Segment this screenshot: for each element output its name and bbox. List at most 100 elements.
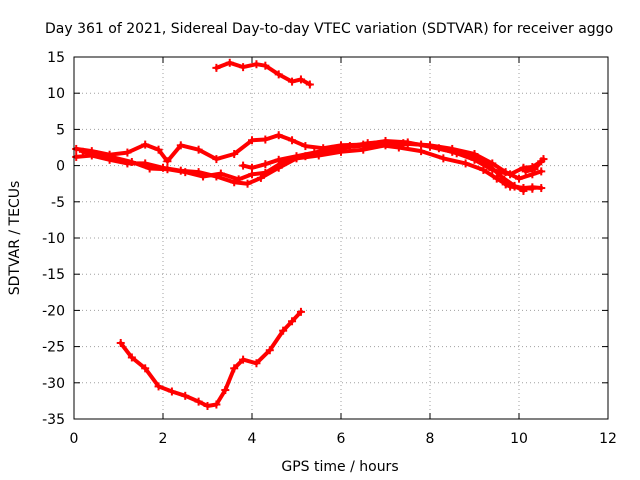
data-point	[530, 165, 539, 174]
x-tick-label: 2	[159, 431, 168, 447]
data-point	[154, 145, 163, 154]
data-point	[345, 142, 354, 151]
data-point	[265, 346, 274, 355]
data-point	[123, 148, 132, 157]
data-point	[163, 157, 172, 166]
data-point	[212, 63, 221, 72]
data-point	[230, 150, 239, 159]
data-point	[274, 70, 283, 79]
data-point	[328, 144, 337, 153]
data-point	[116, 338, 125, 347]
data-point	[274, 131, 283, 140]
data-point	[310, 148, 319, 157]
data-point	[261, 61, 270, 70]
x-tick-label: 4	[248, 431, 257, 447]
data-point	[72, 152, 81, 161]
data-point	[519, 184, 528, 193]
y-tick-label: -35	[42, 412, 65, 428]
x-tick-label: 12	[599, 431, 617, 447]
y-tick-label: 0	[56, 159, 65, 175]
data-point	[452, 149, 461, 158]
data-point	[141, 364, 150, 373]
data-point	[288, 317, 297, 326]
y-tick-label: 15	[47, 50, 65, 66]
data-point	[539, 155, 548, 164]
y-tick-label: -25	[42, 340, 65, 356]
data-point	[470, 155, 479, 164]
data-point	[110, 153, 119, 162]
series-arc-b	[116, 307, 305, 410]
data-point	[537, 167, 546, 176]
y-tick-label: -10	[42, 231, 65, 247]
data-point	[274, 155, 283, 164]
series-arc-h	[501, 180, 537, 193]
data-point	[234, 175, 243, 184]
data-point	[230, 364, 239, 373]
data-point	[399, 139, 408, 148]
data-point	[492, 174, 501, 183]
data-point	[261, 168, 270, 177]
series-arc-a	[212, 58, 314, 89]
data-point	[301, 142, 310, 151]
data-point	[225, 58, 234, 67]
data-point	[239, 355, 248, 364]
data-point	[239, 161, 248, 170]
data-point	[221, 386, 230, 395]
x-axis-label: GPS time / hours	[281, 459, 398, 475]
data-point	[521, 167, 530, 176]
grid	[74, 57, 608, 419]
x-tick-label: 10	[510, 431, 528, 447]
data-point	[261, 135, 270, 144]
data-point	[252, 359, 261, 368]
data-point	[479, 165, 488, 174]
data-point	[194, 145, 203, 154]
data-point	[515, 174, 523, 183]
data-point	[181, 391, 190, 400]
data-point	[501, 180, 510, 189]
y-tick-label: 10	[47, 86, 65, 102]
data-point	[239, 63, 248, 72]
data-point	[279, 326, 288, 335]
data-point	[434, 144, 443, 153]
data-point	[176, 141, 185, 150]
x-tick-label: 8	[426, 431, 435, 447]
data-point	[141, 140, 150, 149]
x-tick-label: 6	[337, 431, 346, 447]
data-point	[305, 80, 314, 89]
data-point	[394, 143, 403, 152]
series-line	[118, 309, 303, 408]
data-point	[127, 157, 136, 166]
data-point	[510, 182, 519, 191]
data-point	[363, 139, 372, 148]
data-point	[243, 179, 252, 188]
data-point	[488, 165, 497, 174]
data-point	[163, 165, 172, 174]
y-axis-label: SDTVAR / TECUs	[7, 181, 23, 296]
y-tick-label: -15	[42, 267, 65, 283]
data-point	[248, 136, 256, 145]
data-point	[78, 147, 87, 156]
data-point	[154, 382, 163, 391]
data-point	[252, 60, 261, 69]
y-tick-label: -20	[42, 303, 65, 319]
series-arc-g	[521, 155, 548, 176]
data-point	[216, 169, 225, 178]
data-point	[199, 172, 208, 181]
data-point	[248, 163, 256, 172]
data-point	[506, 170, 515, 179]
data-point	[537, 184, 546, 193]
data-point	[381, 137, 390, 146]
data-point	[288, 136, 297, 145]
data-point	[528, 184, 537, 193]
x-tick-label: 0	[70, 431, 79, 447]
data-point	[181, 168, 190, 177]
data-point	[296, 307, 305, 316]
data-point	[439, 154, 448, 163]
y-tick-label: -5	[51, 195, 65, 211]
data-point	[167, 387, 176, 396]
data-point	[261, 160, 270, 169]
data-point	[145, 164, 154, 173]
y-axis: 15 10 5 0 -5 -10 -15 -20 -25 -30 -35	[42, 50, 608, 428]
data-point	[127, 353, 136, 362]
